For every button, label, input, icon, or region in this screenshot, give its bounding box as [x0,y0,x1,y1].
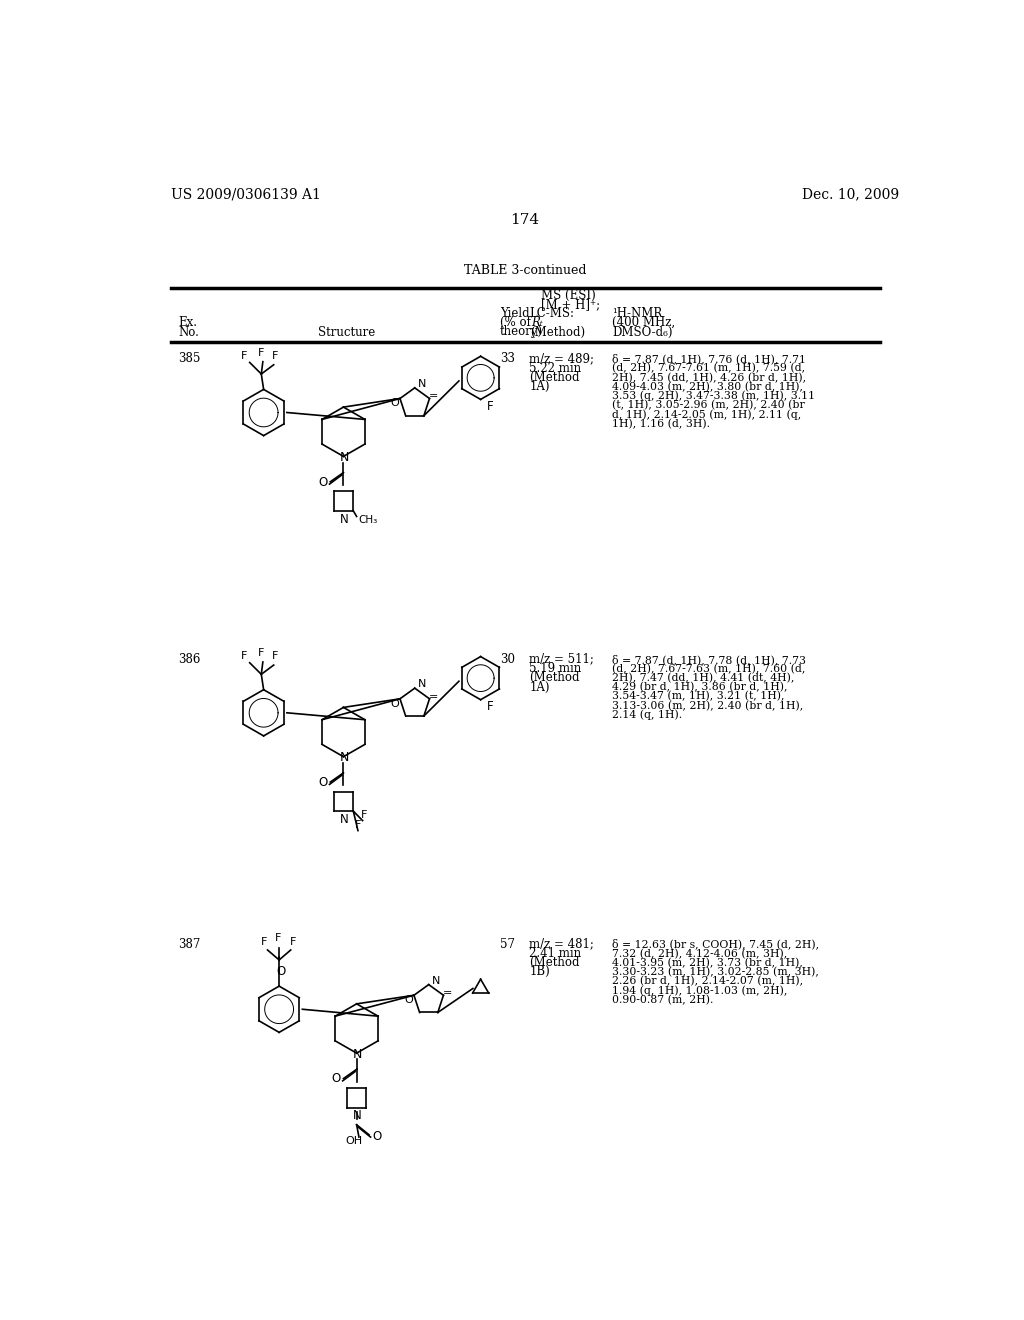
Text: F: F [272,651,279,661]
Text: O: O [390,698,398,709]
Text: 387: 387 [178,937,201,950]
Text: theory): theory) [500,326,543,338]
Text: N: N [418,379,426,389]
Text: OH: OH [345,1137,362,1146]
Text: F: F [486,400,494,413]
Text: F: F [355,820,361,830]
Text: MS (ESI): MS (ESI) [541,289,596,301]
Text: 1H), 1.16 (d, 3H).: 1H), 1.16 (d, 3H). [612,418,711,429]
Text: 3.54-3.47 (m, 1H), 3.21 (t, 1H),: 3.54-3.47 (m, 1H), 3.21 (t, 1H), [612,692,784,702]
Text: 1A): 1A) [529,380,550,393]
Text: 0.90-0.87 (m, 2H).: 0.90-0.87 (m, 2H). [612,995,714,1005]
Text: Yield: Yield [500,308,529,319]
Text: Rₜ: Rₜ [531,317,543,329]
Text: O: O [390,399,398,408]
Text: N: N [340,813,348,826]
Text: 174: 174 [510,213,540,227]
Text: m/z = 489;: m/z = 489; [529,352,595,366]
Text: O: O [318,475,328,488]
Text: 30: 30 [500,653,515,665]
Text: 3.53 (q, 2H), 3.47-3.38 (m, 1H), 3.11: 3.53 (q, 2H), 3.47-3.38 (m, 1H), 3.11 [612,391,815,401]
Text: =: = [442,989,452,998]
Text: TABLE 3-continued: TABLE 3-continued [464,264,586,277]
Text: F: F [260,937,267,948]
Text: 33: 33 [500,352,515,366]
Text: d, 1H), 2.14-2.05 (m, 1H), 2.11 (q,: d, 1H), 2.14-2.05 (m, 1H), 2.11 (q, [612,409,802,420]
Text: N: N [352,1109,361,1122]
Text: F: F [241,351,248,360]
Text: m/z = 511;: m/z = 511; [529,653,594,665]
Text: 3.13-3.06 (m, 2H), 2.40 (br d, 1H),: 3.13-3.06 (m, 2H), 2.40 (br d, 1H), [612,701,804,711]
Text: US 2009/0306139 A1: US 2009/0306139 A1 [171,187,321,202]
Text: ¹H-NMR: ¹H-NMR [612,308,663,319]
Text: N: N [352,1048,362,1061]
Text: 386: 386 [178,653,201,665]
Text: δ = 7.87 (d, 1H), 7.78 (d, 1H), 7.73: δ = 7.87 (d, 1H), 7.78 (d, 1H), 7.73 [612,653,806,665]
Text: O: O [403,995,413,1005]
Text: O: O [318,776,328,789]
Text: (% of: (% of [500,317,530,329]
Text: (t, 1H), 3.05-2.96 (m, 2H), 2.40 (br: (t, 1H), 3.05-2.96 (m, 2H), 2.40 (br [612,400,805,411]
Text: Dec. 10, 2009: Dec. 10, 2009 [802,187,899,202]
Text: Ex.: Ex. [178,317,198,329]
Text: (d, 2H), 7.67-7.63 (m, 1H), 7.60 (d,: (d, 2H), 7.67-7.63 (m, 1H), 7.60 (d, [612,664,806,675]
Text: F: F [361,809,368,820]
Text: 5.22 min: 5.22 min [529,362,582,375]
Text: F: F [275,933,282,944]
Text: N: N [340,451,349,465]
Text: CH₃: CH₃ [358,515,378,525]
Text: 1A): 1A) [529,681,550,693]
Text: 2.14 (q, 1H).: 2.14 (q, 1H). [612,710,683,721]
Text: Structure: Structure [317,326,375,338]
Text: (Method: (Method [529,371,580,384]
Text: 2.41 min: 2.41 min [529,946,582,960]
Text: 385: 385 [178,352,201,366]
Text: δ = 12.63 (br s, COOH), 7.45 (d, 2H),: δ = 12.63 (br s, COOH), 7.45 (d, 2H), [612,939,819,949]
Text: O: O [332,1072,341,1085]
Text: 3.30-3.23 (m, 1H), 3.02-2.85 (m, 3H),: 3.30-3.23 (m, 1H), 3.02-2.85 (m, 3H), [612,968,819,977]
Text: =: = [429,692,438,702]
Text: N: N [340,751,349,764]
Text: O: O [372,1130,381,1143]
Text: 4.09-4.03 (m, 2H), 3.80 (br d, 1H),: 4.09-4.03 (m, 2H), 3.80 (br d, 1H), [612,381,804,392]
Text: F: F [257,648,264,657]
Text: F: F [290,937,296,948]
Text: (d, 2H), 7.67-7.61 (m, 1H), 7.59 (d,: (d, 2H), 7.67-7.61 (m, 1H), 7.59 (d, [612,363,806,374]
Text: (Method): (Method) [530,326,586,338]
Text: m/z = 481;: m/z = 481; [529,937,594,950]
Text: F: F [486,701,494,714]
Text: =: = [429,392,438,401]
Text: DMSO-d₆): DMSO-d₆) [612,326,673,338]
Text: 4.29 (br d, 1H), 3.86 (br d, 1H),: 4.29 (br d, 1H), 3.86 (br d, 1H), [612,682,787,693]
Text: LC-MS:: LC-MS: [529,308,574,319]
Text: 2H), 7.47 (dd, 1H), 4.41 (dt, 4H),: 2H), 7.47 (dd, 1H), 4.41 (dt, 4H), [612,673,795,684]
Text: 2.26 (br d, 1H), 2.14-2.07 (m, 1H),: 2.26 (br d, 1H), 2.14-2.07 (m, 1H), [612,977,804,986]
Text: F: F [257,347,264,358]
Text: 1.94 (q, 1H), 1.08-1.03 (m, 2H),: 1.94 (q, 1H), 1.08-1.03 (m, 2H), [612,985,787,995]
Text: 1B): 1B) [529,965,550,978]
Text: 57: 57 [500,937,515,950]
Text: O: O [276,965,286,978]
Text: No.: No. [178,326,200,338]
Text: [M + H]⁺;: [M + H]⁺; [541,298,600,310]
Text: N: N [418,680,426,689]
Text: F: F [272,351,279,360]
Text: δ = 7.87 (d, 1H), 7.76 (d, 1H), 7.71: δ = 7.87 (d, 1H), 7.76 (d, 1H), 7.71 [612,354,806,364]
Text: 4.01-3.95 (m, 2H), 3.73 (br d, 1H),: 4.01-3.95 (m, 2H), 3.73 (br d, 1H), [612,958,803,968]
Text: (Method: (Method [529,672,580,684]
Text: (Method: (Method [529,956,580,969]
Text: F: F [241,651,248,661]
Text: 7.32 (d, 2H), 4.12-4.06 (m, 3H),: 7.32 (d, 2H), 4.12-4.06 (m, 3H), [612,949,787,958]
Text: 5.19 min: 5.19 min [529,663,582,675]
Text: N: N [340,512,348,525]
Text: N: N [432,975,440,986]
Text: (400 MHz,: (400 MHz, [612,317,676,329]
Text: 2H), 7.45 (dd, 1H), 4.26 (br d, 1H),: 2H), 7.45 (dd, 1H), 4.26 (br d, 1H), [612,372,807,383]
